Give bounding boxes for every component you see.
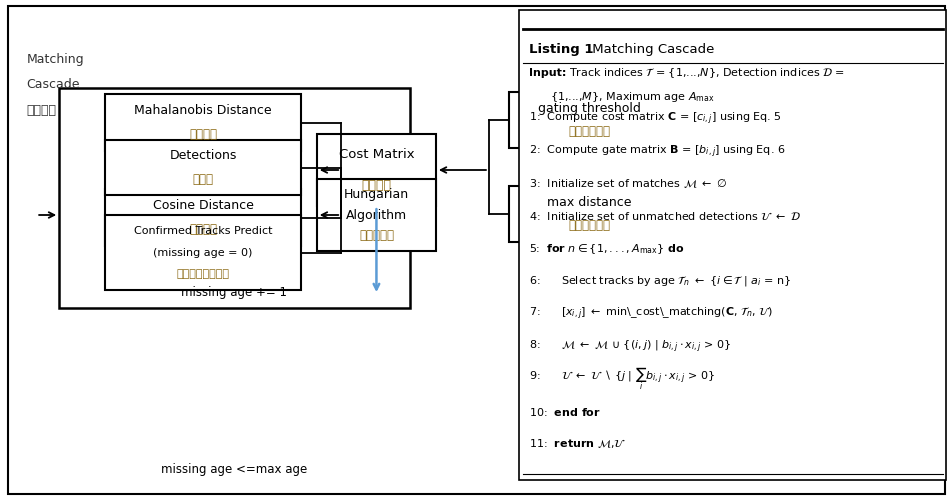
Text: Algorithm: Algorithm	[346, 208, 407, 222]
Text: Cosine Distance: Cosine Distance	[152, 199, 253, 212]
Text: Mahalanobis Distance: Mahalanobis Distance	[134, 104, 271, 117]
Bar	[519, 10, 945, 480]
Text: 匈牙利算法: 匈牙利算法	[359, 229, 393, 242]
Text: 马氏距离阈值: 马氏距离阈值	[567, 126, 609, 138]
Text: Input:: Input:	[528, 68, 565, 78]
Text: 确定轨迹的预测框: 确定轨迹的预测框	[176, 269, 229, 279]
Bar	[105, 94, 301, 151]
Text: Confirmed Tracks Predict: Confirmed Tracks Predict	[133, 226, 272, 236]
Text: 马氏距离: 马氏距离	[188, 128, 217, 141]
Text: 5:  $\mathbf{for}$ $n \in \{1,...,A_\mathrm{max}\}$ $\mathbf{do}$: 5: $\mathbf{for}$ $n \in \{1,...,A_\math…	[528, 242, 684, 256]
Text: Hungarian: Hungarian	[344, 188, 408, 201]
Text: 8:      $\mathcal{M}$ $\leftarrow$ $\mathcal{M}$ $\cup$ {$(i,j)$ | $b_{i,j} \cdo: 8: $\mathcal{M}$ $\leftarrow$ $\mathcal{…	[528, 338, 730, 354]
Text: (missing age = 0): (missing age = 0)	[153, 248, 252, 258]
Text: 4:  Initialize set of unmatched detections $\mathcal{U}$ $\leftarrow$ $\mathcal{: 4: Initialize set of unmatched detection…	[528, 210, 800, 222]
Bar	[59, 88, 409, 308]
Text: 11:  $\mathbf{return}$ $\mathcal{M}$,$\mathcal{U}$: 11: $\mathbf{return}$ $\mathcal{M}$,$\ma…	[528, 438, 625, 450]
Text: missing age += 1: missing age += 1	[181, 286, 288, 299]
Bar	[105, 215, 301, 290]
Text: 1:  Compute cost matrix $\mathbf{C}$ = [$c_{i,j}$] using Eq. 5: 1: Compute cost matrix $\mathbf{C}$ = [$…	[528, 111, 781, 127]
Text: 余弦距离: 余弦距离	[188, 223, 217, 236]
Text: Detections: Detections	[169, 150, 236, 162]
Bar	[508, 92, 668, 148]
Text: 10:  $\mathbf{end\ for}$: 10: $\mathbf{end\ for}$	[528, 406, 600, 417]
Text: 6:      Select tracks by age $\mathcal{T}_n$ $\leftarrow$ {$i \in \mathcal{T}$ |: 6: Select tracks by age $\mathcal{T}_n$ …	[528, 274, 790, 288]
Text: 7:      [$x_{i,j}$] $\leftarrow$ min\_cost\_matching($\mathbf{C}$, $\mathcal{T}_: 7: [$x_{i,j}$] $\leftarrow$ min\_cost\_m…	[528, 306, 772, 322]
Text: 9:      $\mathcal{U}$ $\leftarrow$ $\mathcal{U}$ $\setminus$ {$j$ | $\sum_i b_{i: 9: $\mathcal{U}$ $\leftarrow$ $\mathcal{…	[528, 366, 714, 392]
Bar	[105, 189, 301, 246]
Bar	[316, 134, 436, 206]
Bar	[316, 179, 436, 252]
Text: Track indices $\mathcal{T}$ = {1,...,$N$}, Detection indices $\mathcal{D}$ =: Track indices $\mathcal{T}$ = {1,...,$N$…	[568, 66, 844, 80]
Text: 2:  Compute gate matrix $\mathbf{B}$ = [$b_{i,j}$] using Eq. 6: 2: Compute gate matrix $\mathbf{B}$ = [$…	[528, 144, 784, 160]
Text: 代价矩阵: 代价矩阵	[361, 179, 391, 192]
Text: Matching: Matching	[27, 52, 84, 66]
Text: 级联匹配: 级联匹配	[27, 104, 56, 118]
Text: 3:  Initialize set of matches $\mathcal{M}$ $\leftarrow$ $\emptyset$: 3: Initialize set of matches $\mathcal{M…	[528, 178, 727, 190]
Bar	[508, 186, 668, 242]
Text: Cost Matrix: Cost Matrix	[338, 148, 414, 161]
Text: gating threshold: gating threshold	[537, 102, 640, 114]
Text: Cascade: Cascade	[27, 78, 80, 92]
Text: {1,...,$M$}, Maximum age $A_\mathrm{max}$: {1,...,$M$}, Maximum age $A_\mathrm{max}…	[549, 90, 714, 104]
Text: missing age <=max age: missing age <=max age	[161, 463, 307, 476]
Text: Listing 1: Listing 1	[528, 42, 593, 56]
Text: 检测框: 检测框	[192, 172, 213, 186]
Bar	[105, 140, 301, 195]
Text: Matching Cascade: Matching Cascade	[587, 42, 714, 56]
Text: max distance: max distance	[546, 196, 630, 208]
Text: 余弦距离阈值: 余弦距离阈值	[567, 220, 609, 232]
